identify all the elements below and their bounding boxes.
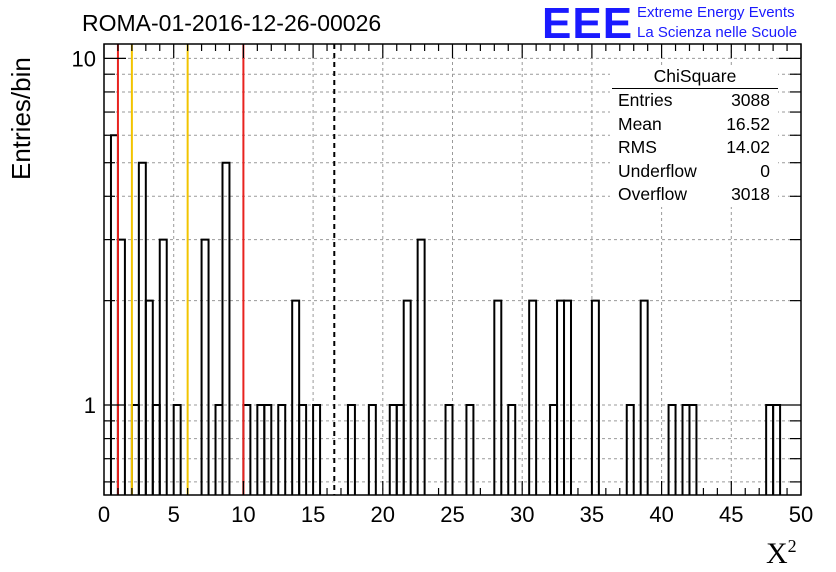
histogram-bin xyxy=(772,403,782,495)
histogram-bin xyxy=(158,238,168,495)
y-axis-ticks: 1 10 xyxy=(72,46,801,483)
histogram-bin xyxy=(402,299,412,495)
stats-value: 3018 xyxy=(731,184,770,204)
stats-row-mean: Mean 16.52 xyxy=(610,113,778,137)
histogram-bin xyxy=(639,299,649,495)
stats-value: 16.52 xyxy=(726,113,770,134)
stats-row-underflow: Underflow 0 xyxy=(610,160,778,184)
stats-label: RMS xyxy=(618,137,657,157)
stats-label: Overflow xyxy=(618,184,688,204)
x-tick-label: 20 xyxy=(371,502,395,527)
x-tick-label: 5 xyxy=(168,502,180,527)
x-tick-label: 30 xyxy=(510,502,534,527)
histogram-bin xyxy=(221,161,231,495)
x-tick-label: 35 xyxy=(580,502,604,527)
stats-row-entries: Entries 3088 xyxy=(610,89,778,113)
x-tick-label: 15 xyxy=(301,502,325,527)
stats-value: 3088 xyxy=(731,90,770,110)
logo-line-2: La Scienza nelle Scuole xyxy=(637,24,798,41)
histogram-bin xyxy=(528,299,538,495)
histogram-bin xyxy=(346,403,356,495)
histogram-bin xyxy=(312,403,322,495)
histogram-bin xyxy=(109,134,119,495)
x-tick-label: 25 xyxy=(440,502,464,527)
histogram-bin xyxy=(291,299,301,495)
histogram-bin xyxy=(416,238,426,495)
histogram-bin xyxy=(667,403,677,495)
histogram-bin xyxy=(563,299,572,495)
stats-value: 0 xyxy=(760,160,770,181)
x-tick-label: 40 xyxy=(649,502,673,527)
x-axis-label: X2 xyxy=(766,536,797,571)
histogram-bin xyxy=(263,403,273,495)
y-axis-label-text: Entries/bin xyxy=(6,57,36,180)
histogram-bin xyxy=(465,403,475,495)
histogram-bin xyxy=(200,238,210,495)
histogram-bin xyxy=(688,403,698,495)
histogram-bin xyxy=(625,403,635,495)
histogram-bin xyxy=(116,238,126,495)
x-tick-label: 0 xyxy=(98,502,110,527)
stats-title: ChiSquare xyxy=(612,66,778,89)
histogram-bin xyxy=(367,403,377,495)
stats-label: Mean xyxy=(618,113,662,134)
stats-label: Underflow xyxy=(618,160,697,181)
histogram-bin xyxy=(277,403,287,495)
eee-logo: EEE xyxy=(542,0,634,48)
chart-title: ROMA-01-2016-12-26-00026 xyxy=(82,10,382,36)
histogram-bin xyxy=(298,403,308,495)
histogram-bin xyxy=(137,161,147,495)
stats-value: 14.02 xyxy=(726,137,770,157)
histogram-bin xyxy=(144,299,154,495)
x-tick-label: 10 xyxy=(231,502,255,527)
y-tick-label: 10 xyxy=(72,46,96,71)
x-tick-label: 45 xyxy=(719,502,743,527)
histogram-bin xyxy=(493,299,503,495)
histogram-bin xyxy=(172,403,182,495)
logo-line-1: Extreme Energy Events xyxy=(637,4,795,21)
histogram-bin xyxy=(444,403,454,495)
y-tick-label: 1 xyxy=(84,393,96,418)
histogram-bin xyxy=(590,299,600,495)
histogram-bin xyxy=(507,403,517,495)
x-axis-label-text: X xyxy=(766,537,788,570)
stats-box: ChiSquare Entries 3088 Mean 16.52 RMS 14… xyxy=(610,66,778,207)
histogram-bin xyxy=(556,299,566,495)
x-axis-ticks: 0 5 10 15 20 25 30 35 40 45 50 xyxy=(98,44,813,527)
y-axis-label: Entries/bin xyxy=(6,57,37,180)
stats-row-overflow: Overflow 3018 xyxy=(610,183,778,207)
x-tick-label: 50 xyxy=(789,502,813,527)
stats-row-rms: RMS 14.02 xyxy=(610,136,778,160)
stats-label: Entries xyxy=(618,90,673,110)
marker-lines xyxy=(116,44,336,495)
x-axis-label-superscript: 2 xyxy=(787,536,797,556)
